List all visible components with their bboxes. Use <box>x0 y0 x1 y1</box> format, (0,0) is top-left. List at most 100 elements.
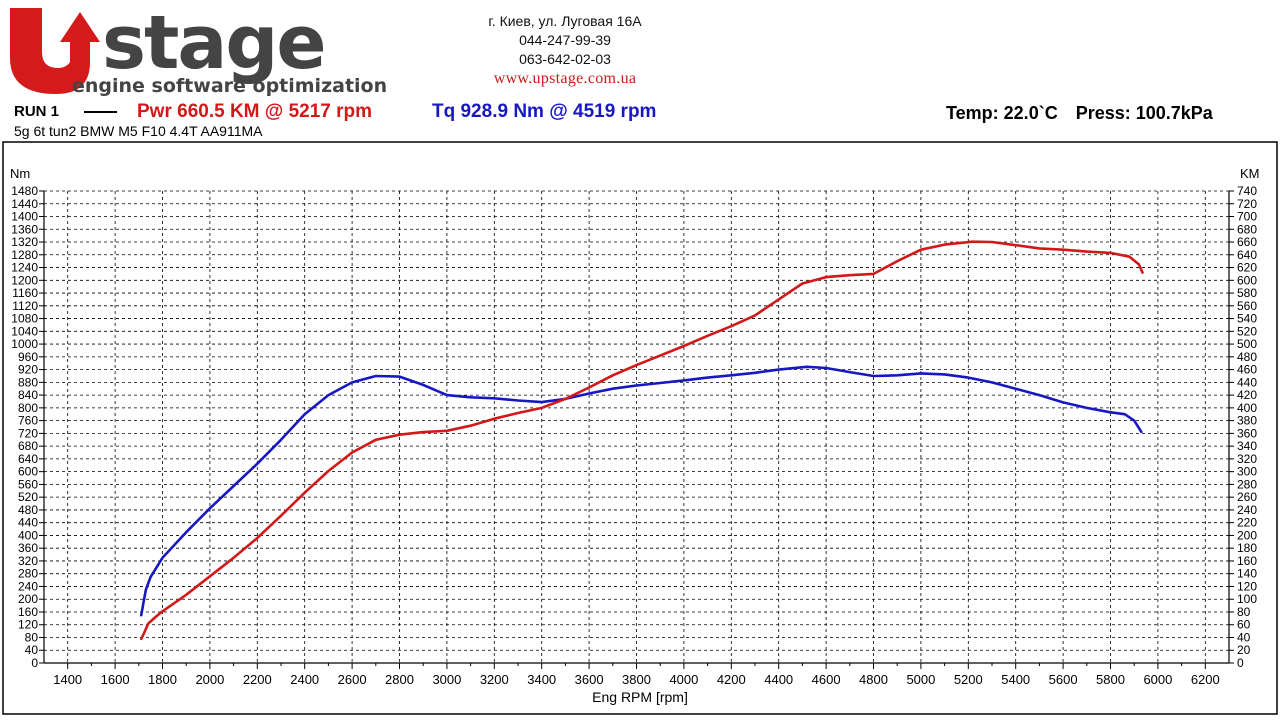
y-tick-label-right: 20 <box>1237 643 1251 657</box>
y-tick-label-left: 40 <box>25 643 39 657</box>
x-tick-label: 2000 <box>195 672 224 687</box>
x-tick-label: 2800 <box>385 672 414 687</box>
y-tick-label-left: 880 <box>18 375 38 389</box>
y-tick-label-right: 260 <box>1237 490 1257 504</box>
vehicle-description: 5g 6t tun2 BMW M5 F10 4.4T AA911MA <box>14 123 263 139</box>
y-tick-label-right: 400 <box>1237 401 1257 415</box>
y-tick-label-left: 160 <box>18 605 38 619</box>
y-tick-label-right: 660 <box>1237 235 1257 249</box>
y-tick-label-right: 140 <box>1237 567 1257 581</box>
y-tick-label-right: 420 <box>1237 388 1257 402</box>
y-axis-label-left: Nm <box>10 166 30 181</box>
x-axis-label: Eng RPM [rpm] <box>592 689 688 705</box>
y-tick-label-right: 480 <box>1237 350 1257 364</box>
y-tick-label-right: 300 <box>1237 465 1257 479</box>
x-tick-label: 5800 <box>1096 672 1125 687</box>
x-tick-label: 5000 <box>906 672 935 687</box>
y-tick-label-left: 200 <box>18 592 38 606</box>
y-tick-label-left: 920 <box>18 363 38 377</box>
x-tick-label: 5200 <box>954 672 983 687</box>
logo-u-arrow <box>10 8 100 94</box>
y-axis-label-right: KM <box>1240 166 1260 181</box>
x-tick-label: 1800 <box>148 672 177 687</box>
x-tick-label: 1400 <box>53 672 82 687</box>
y-tick-label-left: 1400 <box>11 210 38 224</box>
y-tick-label-right: 80 <box>1237 605 1251 619</box>
y-tick-label-left: 400 <box>18 528 38 542</box>
y-tick-label-right: 560 <box>1237 299 1257 313</box>
y-tick-label-left: 640 <box>18 452 38 466</box>
y-tick-label-left: 240 <box>18 579 38 593</box>
y-tick-label-left: 480 <box>18 503 38 517</box>
y-tick-label-right: 0 <box>1237 656 1244 670</box>
temperature: Temp: 22.0`C <box>946 103 1058 123</box>
y-tick-label-right: 700 <box>1237 210 1257 224</box>
logo-wordmark: stage <box>102 2 325 86</box>
y-tick-label-right: 60 <box>1237 618 1251 632</box>
y-tick-label-right: 160 <box>1237 554 1257 568</box>
y-tick-label-left: 1240 <box>11 261 38 275</box>
y-tick-label-right: 40 <box>1237 630 1251 644</box>
y-tick-label-left: 1480 <box>11 184 38 198</box>
logo-tagline: engine software optimization <box>72 75 387 97</box>
x-tick-label: 4600 <box>812 672 841 687</box>
y-tick-label-left: 360 <box>18 541 38 555</box>
x-tick-label: 4200 <box>717 672 746 687</box>
y-tick-label-right: 440 <box>1237 375 1257 389</box>
x-tick-label: 2200 <box>243 672 272 687</box>
x-tick-label: 6000 <box>1143 672 1172 687</box>
y-tick-label-right: 220 <box>1237 516 1257 530</box>
contact-block: г. Киев, ул. Луговая 16А 044-247-99-39 0… <box>440 12 690 88</box>
y-tick-label-left: 1080 <box>11 312 38 326</box>
x-tick-label: 4000 <box>669 672 698 687</box>
y-tick-label-left: 1040 <box>11 324 38 338</box>
x-tick-label: 5400 <box>1001 672 1030 687</box>
pressure: Press: 100.7kPa <box>1075 103 1213 123</box>
x-tick-label: 6200 <box>1191 672 1220 687</box>
run-legend-line <box>84 111 117 113</box>
x-tick-label: 1600 <box>101 672 130 687</box>
y-tick-label-right: 500 <box>1237 337 1257 351</box>
y-tick-label-right: 640 <box>1237 248 1257 262</box>
x-tick-label: 3200 <box>480 672 509 687</box>
y-tick-label-right: 340 <box>1237 439 1257 453</box>
website-link[interactable]: www.upstage.com.ua <box>493 70 637 87</box>
torque-summary: Tq 928.9 Nm @ 4519 rpm <box>432 101 657 122</box>
power-curve <box>139 240 1144 641</box>
y-tick-label-right: 740 <box>1237 184 1257 198</box>
phone-1: 044-247-99-39 <box>519 32 611 48</box>
torque-curve <box>139 365 1143 617</box>
y-tick-label-right: 100 <box>1237 592 1257 606</box>
chart-frame <box>2 141 1278 715</box>
y-tick-label-right: 540 <box>1237 312 1257 326</box>
y-tick-label-left: 1280 <box>11 248 38 262</box>
y-tick-label-left: 320 <box>18 554 38 568</box>
y-tick-label-right: 320 <box>1237 452 1257 466</box>
y-tick-label-right: 680 <box>1237 222 1257 236</box>
y-tick-label-left: 1360 <box>11 222 38 236</box>
y-tick-label-left: 960 <box>18 350 38 364</box>
y-tick-label-left: 0 <box>31 656 38 670</box>
y-tick-label-right: 520 <box>1237 324 1257 338</box>
x-tick-label: 2600 <box>338 672 367 687</box>
y-tick-label-left: 440 <box>18 516 38 530</box>
y-tick-label-left: 1200 <box>11 273 38 287</box>
y-tick-label-left: 800 <box>18 401 38 415</box>
y-tick-label-left: 1440 <box>11 197 38 211</box>
x-tick-label: 3400 <box>527 672 556 687</box>
x-tick-label: 3000 <box>432 672 461 687</box>
y-tick-label-right: 280 <box>1237 477 1257 491</box>
y-tick-label-right: 360 <box>1237 426 1257 440</box>
run-label: RUN 1 <box>14 103 60 120</box>
y-tick-label-left: 720 <box>18 426 38 440</box>
x-tick-label: 4800 <box>859 672 888 687</box>
y-tick-label-left: 80 <box>25 630 39 644</box>
y-tick-label-left: 1000 <box>11 337 38 351</box>
y-tick-label-left: 280 <box>18 567 38 581</box>
upstage-logo: stage engine software optimization <box>10 2 387 97</box>
y-tick-label-left: 1160 <box>12 286 38 300</box>
x-tick-label: 3800 <box>622 672 651 687</box>
ambient-conditions: Temp: 22.0`C Press: 100.7kPa <box>946 103 1231 124</box>
y-tick-label-right: 200 <box>1237 528 1257 542</box>
